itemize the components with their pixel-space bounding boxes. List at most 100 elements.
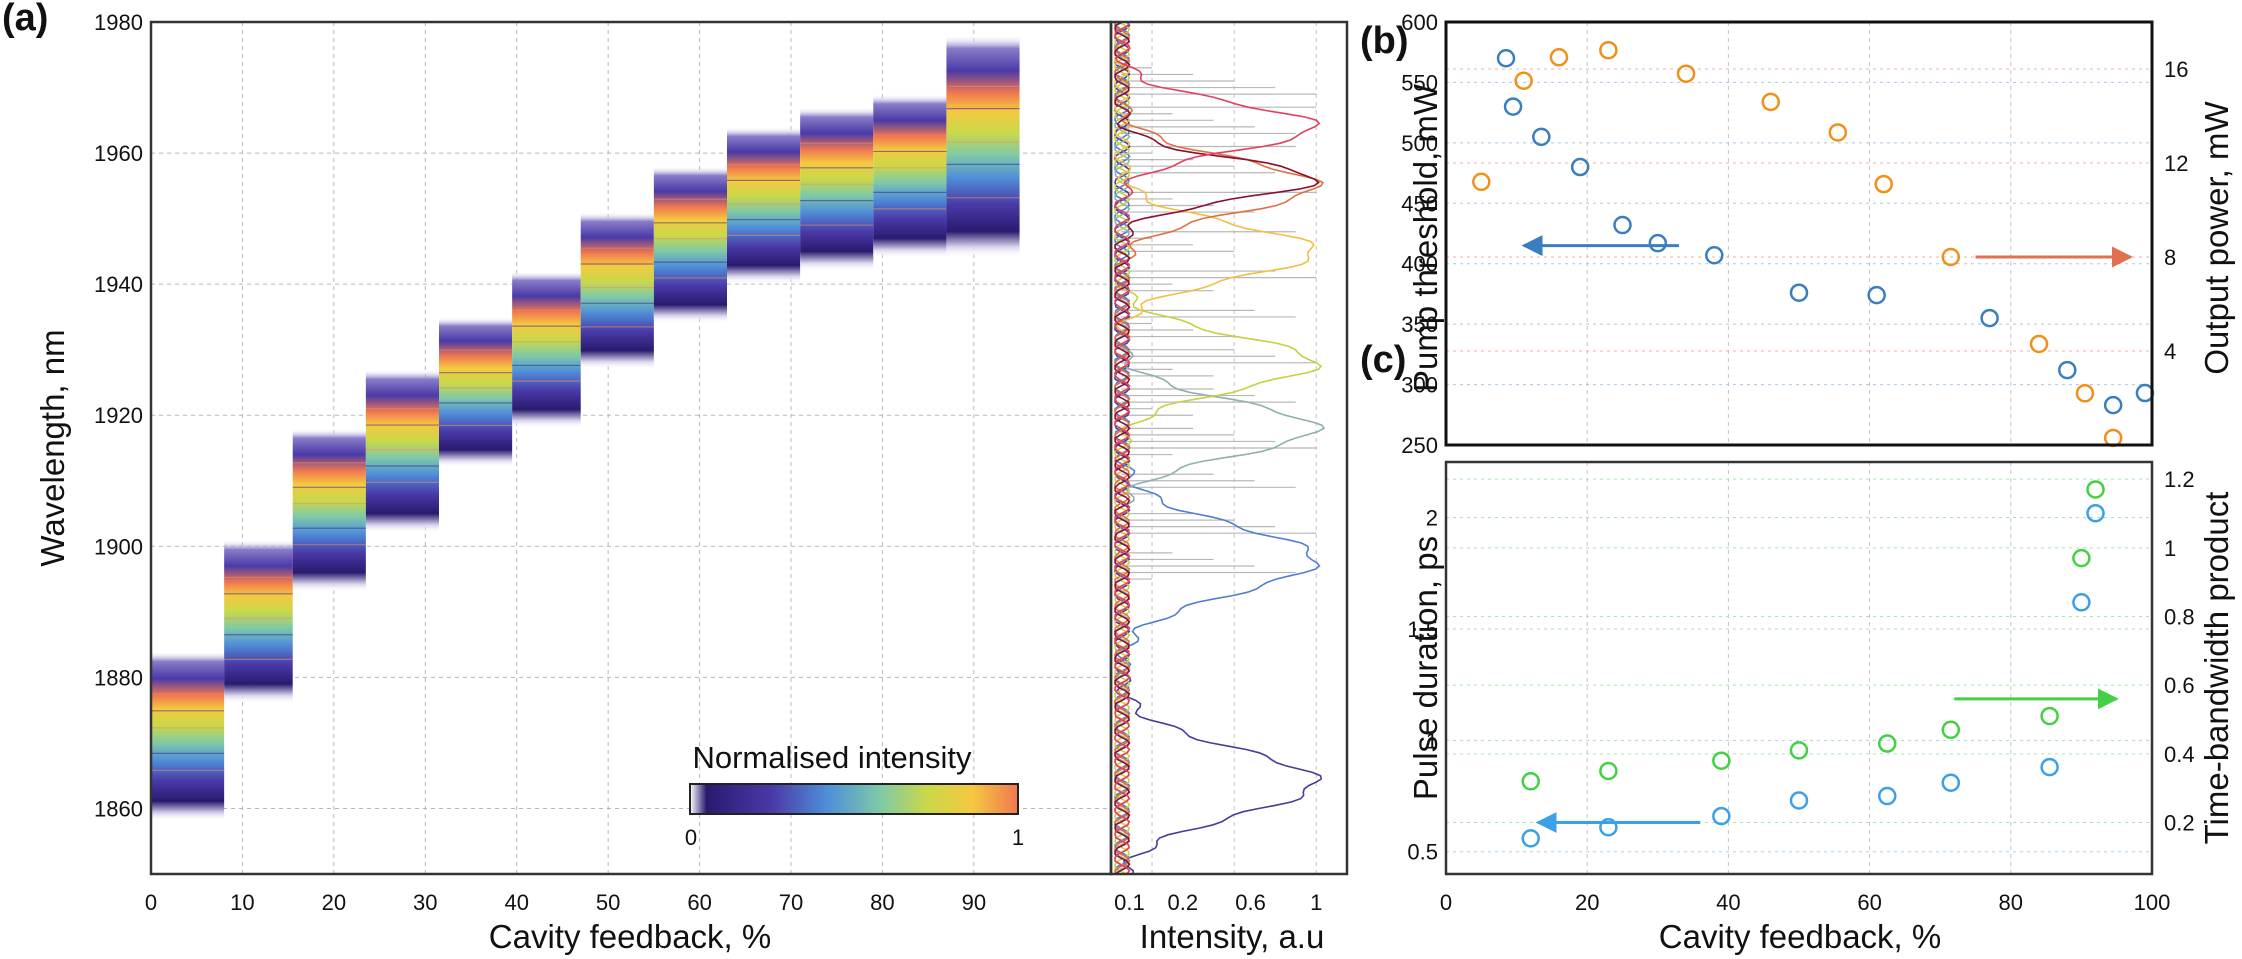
panel-c-arrows <box>1535 688 2119 833</box>
pump-threshold-axis-label: Pump threshold, mW <box>1407 83 1444 392</box>
heatmap-y-tick-label: 1940 <box>94 272 143 297</box>
pump-threshold-point <box>1570 157 1590 177</box>
panel-c-y-tick-label-right: 0.8 <box>2164 605 2195 630</box>
heatmap-x-tick-label: 30 <box>413 890 437 915</box>
tbp-point <box>2040 706 2059 726</box>
pulse-duration-point <box>1712 806 1731 826</box>
output-power-point <box>1599 40 1618 60</box>
panel-b-y-tick-label: 600 <box>1401 10 1438 35</box>
colorbar-title: Normalised intensity <box>692 740 972 775</box>
pulse-duration-point <box>1521 829 1540 848</box>
heatmap-band <box>580 212 654 370</box>
heatmap-band <box>151 651 225 822</box>
pump-threshold-point <box>1503 97 1523 116</box>
pulse-duration-axis-label: Pulse duration, ps <box>1407 536 1444 800</box>
panel-c-x-tick-label: 60 <box>1857 890 1881 915</box>
panel-c-y-tick-label: 0.5 <box>1407 840 1438 865</box>
heatmap-y-tick-label: 1980 <box>94 10 143 35</box>
panel-b-y-ticks: 250 300 350 400 450 500 550 600 <box>1401 10 1438 458</box>
tbp-point <box>1521 772 1540 791</box>
panel-b-y-tick-label: 300 <box>1401 373 1438 398</box>
panel-c-x-tick-label: 20 <box>1575 890 1599 915</box>
heatmap-x-label: Cavity feedback, % <box>489 918 771 955</box>
tbp-point <box>1599 761 1618 781</box>
panel-b-y-tick-label: 500 <box>1401 131 1438 156</box>
heatmap-y-tick-label: 1860 <box>94 796 143 821</box>
heatmap-y-tick-label: 1960 <box>94 141 143 166</box>
pulse-panel: 0 20 40 60 80 100 0.5 1 1.5 2 0.2 0.4 0.6 0.8 1 1.2 C… <box>1407 460 2235 955</box>
spectrum-line <box>1114 21 1323 875</box>
heatmap-band <box>224 539 293 704</box>
panel-c-y-ticks-right: 0.2 0.4 0.6 0.8 1 1.2 <box>2164 467 2195 835</box>
pump-threshold-point <box>2058 360 2077 380</box>
spectrum-line <box>1114 21 1321 875</box>
panel-c-y-tick-label: 1 <box>1426 728 1438 753</box>
panel-c-frame <box>1444 460 2154 876</box>
panel-b-grid <box>1446 21 2152 446</box>
output-power-point <box>1828 123 1848 142</box>
pump-threshold-point <box>1705 246 1724 265</box>
heatmap-band <box>512 271 581 429</box>
colorbar-min-label: 0 <box>685 825 697 850</box>
heatmap-band <box>653 166 727 324</box>
pulse-duration-point <box>2072 593 2091 612</box>
panel-b-y-tick-label: 350 <box>1401 312 1438 337</box>
heatmap-band <box>727 126 801 285</box>
panel-b-y-tick-label: 450 <box>1401 191 1438 216</box>
spectra-x-ticks: 0.1 0.2 0.6 1 <box>1114 890 1322 915</box>
panel-c-y-tick-label-right: 1.2 <box>2164 467 2195 492</box>
heatmap-x-tick-label: 0 <box>145 890 157 915</box>
pulse-duration-point <box>1789 791 1809 810</box>
output-power-point <box>1472 172 1491 192</box>
output-power-axis-label: Output power, mW <box>2198 101 2235 375</box>
heatmap-y-tick-label: 1920 <box>94 403 143 428</box>
output-power-point <box>1874 174 1893 194</box>
pulse-duration-point <box>2040 757 2059 777</box>
tbp-point <box>1878 734 1897 753</box>
spectra-lines <box>1114 21 1326 875</box>
pump-threshold-point <box>1789 283 1809 302</box>
spectra-grid <box>1121 22 1317 874</box>
colorbar-gradient <box>689 783 1019 815</box>
heatmap-y-tick-label: 1880 <box>94 665 143 690</box>
colorbar: Normalised intensity 0 1 <box>685 740 1024 850</box>
panel-c-y-tick-label-right: 1 <box>2164 536 2176 561</box>
threshold-power-panel: 250 300 350 400 450 500 550 600 4 8 12 16 Pump thr… <box>1401 10 2235 458</box>
panel-label-a: (a) <box>2 0 48 39</box>
pulse-duration-point <box>1941 773 1961 792</box>
tbp-point <box>2072 548 2091 568</box>
heatmap-x-tick-label: 20 <box>322 890 346 915</box>
pump-threshold-point <box>2103 395 2123 415</box>
pulse-duration-point <box>1599 817 1618 837</box>
tbp-point <box>2086 480 2105 499</box>
panel-label-c: (c) <box>1360 339 1406 381</box>
output-power-point <box>1549 48 1569 67</box>
pulse-duration-point <box>1878 786 1897 806</box>
heatmap-y-ticks: 1860 1880 1900 1920 1940 1960 1980 <box>94 10 143 821</box>
panel-b-y-tick-label-right: 4 <box>2164 339 2176 364</box>
heatmap-band <box>292 428 366 593</box>
pump-threshold-point <box>1496 49 1516 68</box>
pump-threshold-point <box>1867 285 1886 305</box>
heatmap-band <box>946 35 1020 258</box>
pump-threshold-point <box>1648 233 1668 253</box>
panel-c-y-tick-label: 2 <box>1426 506 1438 531</box>
panel-c-grid <box>1446 462 2152 874</box>
pump-threshold-point <box>1613 215 1632 235</box>
spectra-x-label: Intensity, a.u <box>1140 918 1325 955</box>
panel-c-points <box>1521 480 2105 848</box>
panel-c-x-tick-label: 0 <box>1440 890 1452 915</box>
tbp-point <box>1712 751 1731 770</box>
heatmap-y-tick-label: 1900 <box>94 534 143 559</box>
panel-b-y-tick-label-right: 8 <box>2164 245 2176 270</box>
output-power-point <box>2029 334 2049 354</box>
heatmap-x-ticks: 0 10 20 30 40 50 60 70 80 90 <box>145 890 986 915</box>
heatmap-x-tick-label: 70 <box>779 890 803 915</box>
panel-b-arrows <box>1521 235 2133 268</box>
panel-c-x-tick-label: 40 <box>1716 890 1740 915</box>
panel-b-y-tick-label: 550 <box>1401 70 1438 95</box>
heatmap-x-tick-label: 50 <box>596 890 620 915</box>
output-power-point <box>1676 64 1696 83</box>
heatmap-band <box>439 316 513 468</box>
